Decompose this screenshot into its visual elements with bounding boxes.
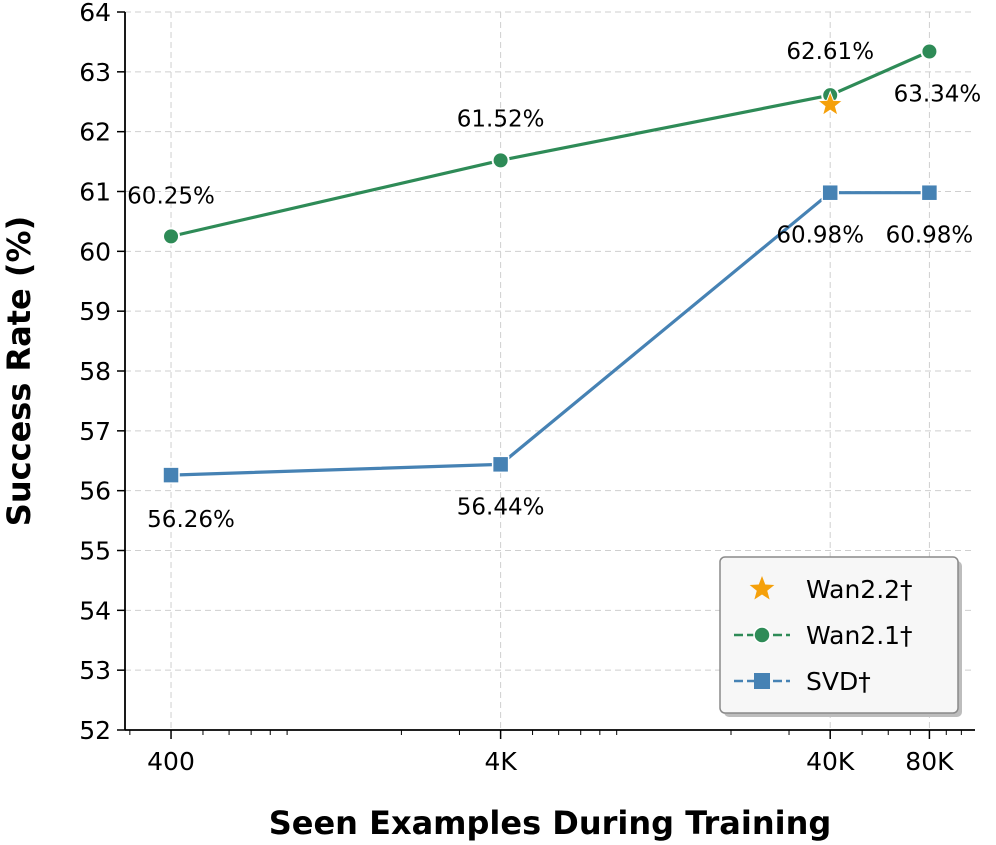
- y-tick-label: 52: [79, 716, 111, 745]
- data-point: [162, 466, 180, 484]
- y-tick-label: 57: [79, 417, 111, 446]
- axes: 52 53 54 55 56 57 58 59 60 61 62 63 64 400 4K 40K 80K: [79, 0, 975, 776]
- data-label: 61.52%: [457, 106, 545, 132]
- legend-label: Wan2.2†: [806, 575, 913, 604]
- data-point: [491, 455, 510, 474]
- star-point: [816, 90, 844, 117]
- data-label: 62.61%: [786, 39, 874, 65]
- grid: [125, 11, 975, 731]
- data-label: 56.26%: [147, 507, 235, 533]
- x-tick-label: 80K: [905, 747, 954, 776]
- y-tick-label: 63: [79, 58, 111, 87]
- x-tick-label: 40K: [806, 747, 855, 776]
- x-tick-label: 4K: [484, 747, 517, 776]
- legend: Wan2.2† Wan2.1† SVD†: [719, 556, 962, 717]
- y-tick-label: 53: [79, 656, 111, 685]
- data-label: 56.44%: [457, 494, 545, 520]
- y-tick-label: 64: [79, 0, 111, 27]
- data-label: 60.98%: [886, 223, 974, 249]
- legend-marker: [749, 576, 775, 600]
- y-tick-label: 54: [79, 596, 111, 625]
- data-point: [162, 227, 181, 246]
- legend-label: Wan2.1†: [806, 621, 913, 650]
- y-tick-label: 58: [79, 357, 111, 386]
- x-tick-label: 400: [147, 747, 195, 776]
- y-tick-label: 61: [79, 178, 111, 207]
- data-point: [491, 151, 510, 170]
- y-tick-label: 60: [79, 237, 111, 266]
- y-tick-label: 55: [79, 537, 111, 566]
- y-tick-label: 62: [79, 118, 111, 147]
- data-label: 60.98%: [776, 223, 864, 249]
- y-tick-label: 59: [79, 297, 111, 326]
- series-line: [170, 50, 931, 238]
- data-point: [920, 183, 939, 202]
- y-tick-label: 56: [79, 477, 111, 506]
- data-label: 63.34%: [894, 81, 982, 107]
- data-point: [920, 42, 939, 61]
- y-axis-title: Success Rate (%): [0, 216, 38, 526]
- legend-box: [719, 556, 959, 714]
- series-line: [170, 191, 930, 477]
- series: [162, 42, 939, 484]
- legend-marker: [754, 673, 770, 689]
- data-point: [821, 183, 839, 202]
- legend-label: SVD†: [806, 667, 871, 696]
- data-labels: 60.25% 61.52% 62.61% 63.34% 56.26% 56.44% 60.9…: [127, 39, 981, 533]
- data-label: 60.25%: [127, 183, 215, 209]
- legend-marker: [753, 626, 771, 644]
- x-axis-title: Seen Examples During Training: [269, 804, 832, 842]
